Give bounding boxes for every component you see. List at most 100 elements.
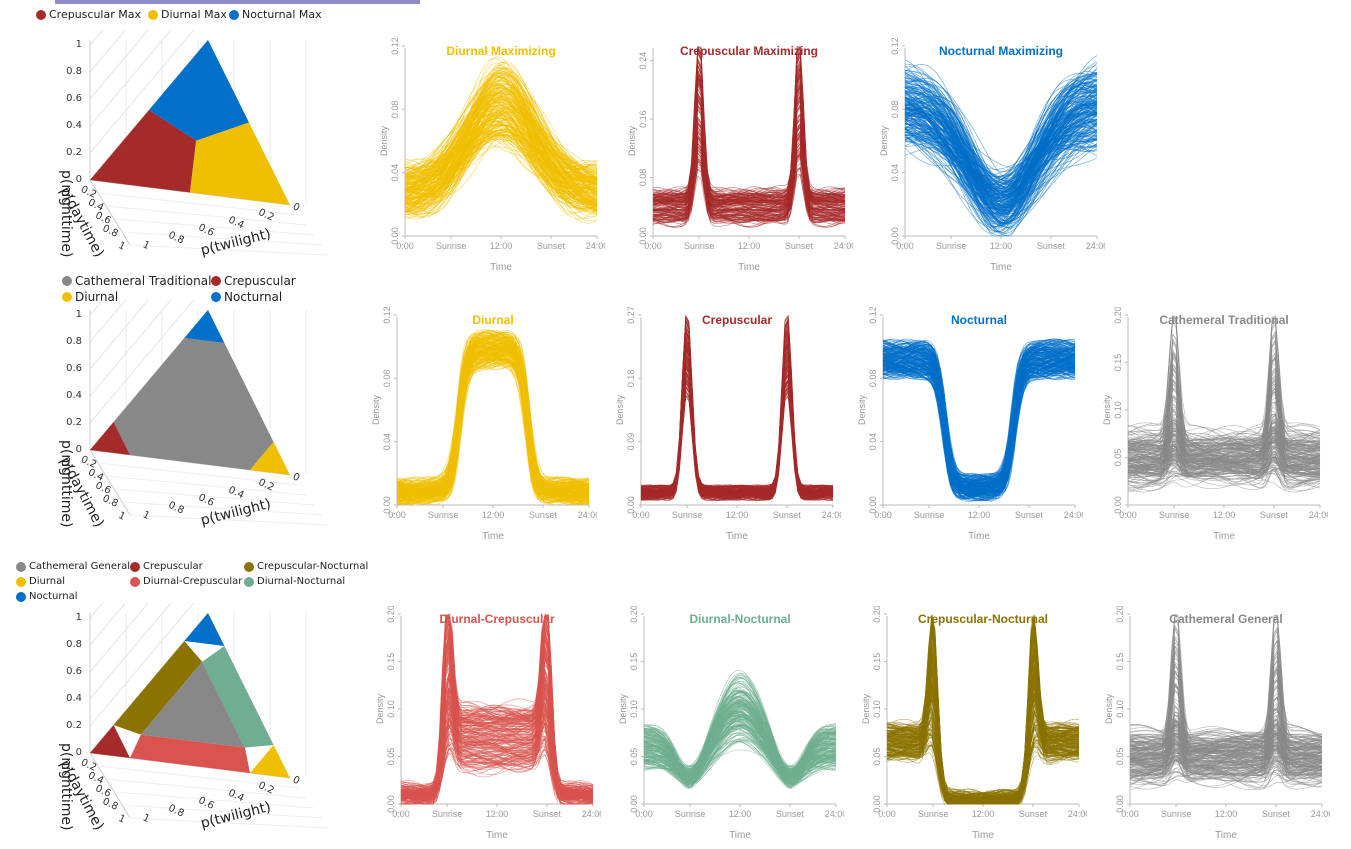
x-tick-label: 12:00 [486, 809, 509, 819]
density-line [652, 69, 846, 197]
ternary-plot-maximizing[interactable]: p(nighttime) 00.20.40.60.81p(daytime)0.20… [20, 30, 330, 260]
density-line [404, 80, 598, 209]
ternary-region[interactable] [130, 734, 250, 773]
z-tick-label: 1 [76, 612, 82, 623]
density-line [640, 314, 834, 496]
ternary-region[interactable] [113, 641, 203, 735]
density-line [640, 350, 834, 499]
density-line [396, 338, 590, 491]
density-panel-diurnal-crepuscular: Diurnal-Crepuscular 0.00 0.05 0.10 0.15 0.20 D… [371, 605, 604, 843]
density-line [640, 379, 834, 492]
density-line [640, 375, 834, 498]
density-line [904, 113, 1098, 201]
x-tick-label: 0.8 [167, 230, 186, 247]
density-line [640, 349, 834, 493]
density-line [640, 342, 834, 492]
ternary-region[interactable] [90, 110, 197, 193]
x-tick-label: 0:00 [874, 510, 892, 520]
ternary-region[interactable] [250, 745, 290, 778]
density-line [904, 93, 1098, 190]
density-line [640, 360, 834, 498]
z-tick-label: 0.4 [66, 693, 82, 704]
density-line [640, 365, 833, 497]
density-line [652, 74, 846, 206]
legend-item[interactable]: Diurnal Max [148, 8, 227, 21]
density-line [886, 614, 1080, 805]
z-tick-label: 0.2 [66, 147, 82, 158]
x-axis-title: Time [726, 531, 748, 539]
density-line [882, 370, 1076, 487]
ternary-region[interactable] [113, 338, 274, 470]
legend-item[interactable]: Cathemeral General [16, 561, 130, 572]
density-line [640, 363, 834, 494]
z-tick-label: 0 [76, 747, 82, 758]
density-line [640, 374, 834, 492]
ternary-region[interactable] [184, 613, 225, 646]
legend-item[interactable]: Nocturnal [211, 290, 282, 304]
legend-item[interactable]: Nocturnal [16, 591, 78, 602]
legend-label: Diurnal-Crepuscular [143, 576, 243, 587]
x-tick-label: Sunrise [672, 510, 703, 520]
ternary-region[interactable] [202, 646, 274, 748]
legend-item[interactable]: Nocturnal Max [229, 8, 322, 21]
density-line [1128, 315, 1321, 450]
density-line [396, 359, 590, 493]
x-tick-label: 12:00 [726, 510, 749, 520]
chart-title: Diurnal-Nocturnal [689, 612, 790, 626]
density-line [396, 344, 590, 489]
density-line [652, 135, 846, 199]
legend-row-3: Cathemeral General Crepuscular Crepuscul… [16, 561, 376, 607]
density-line [640, 332, 834, 500]
density-line [640, 341, 834, 492]
density-line [640, 377, 834, 496]
density-line [396, 358, 590, 495]
density-line [640, 363, 834, 498]
ternary-region[interactable] [90, 422, 130, 455]
legend-item[interactable]: Crepuscular [211, 274, 296, 288]
legend-label: Diurnal Max [161, 8, 227, 21]
legend-item[interactable]: Cathemeral Traditional [62, 274, 211, 288]
series-lines [643, 669, 837, 790]
density-line [404, 103, 598, 199]
x-tick-label: 12:00 [968, 510, 991, 520]
ternary-grid [89, 300, 329, 526]
density-line [640, 342, 834, 494]
ternary-region[interactable] [90, 725, 130, 758]
density-line [640, 329, 834, 495]
y-tick-label: 0.15 [1115, 653, 1125, 671]
density-line [1127, 434, 1321, 454]
legend-item[interactable]: Crepuscular [130, 561, 203, 572]
density-line [640, 369, 834, 496]
ternary-region[interactable] [250, 442, 290, 475]
ternary-region[interactable] [190, 122, 290, 206]
density-line [652, 151, 846, 224]
y-tick-label: 0.8 [101, 223, 120, 240]
y-tick-label: 0.20 [872, 606, 882, 623]
ternary-region[interactable] [149, 40, 249, 141]
density-line [404, 75, 598, 198]
legend-label: Crepuscular Max [49, 8, 141, 21]
ternary-region[interactable] [140, 661, 245, 748]
density-line [396, 349, 590, 495]
x-tick-label: Sunrise [936, 241, 967, 251]
density-line [640, 322, 834, 492]
density-line [400, 642, 594, 795]
legend-item[interactable]: Crepuscular Max [36, 8, 141, 21]
legend-label: Nocturnal [224, 290, 283, 304]
density-line [1129, 731, 1323, 754]
y-tick-label: 0.00 [629, 795, 639, 813]
density-line [652, 47, 845, 201]
legend-item[interactable]: Crepuscular-Nocturnal [244, 561, 368, 572]
legend-item[interactable]: Diurnal [16, 576, 65, 587]
legend-item[interactable]: Diurnal-Nocturnal [244, 576, 345, 587]
ternary-plot-general[interactable]: p(nighttime) 00.20.40.60.81p(daytime)0.20… [20, 603, 330, 849]
density-line [640, 318, 834, 495]
y-tick-label: 0.05 [629, 748, 639, 766]
ternary-plot-traditional[interactable]: p(nighttime) 00.20.40.60.81p(daytime)0.20… [20, 300, 330, 550]
legend-item[interactable]: Diurnal-Crepuscular [130, 576, 242, 587]
density-line [1127, 368, 1321, 457]
y-axis-title: Density [627, 125, 637, 156]
legend-item[interactable]: Diurnal [62, 290, 118, 304]
density-line [886, 625, 1080, 804]
ternary-region[interactable] [184, 310, 225, 343]
